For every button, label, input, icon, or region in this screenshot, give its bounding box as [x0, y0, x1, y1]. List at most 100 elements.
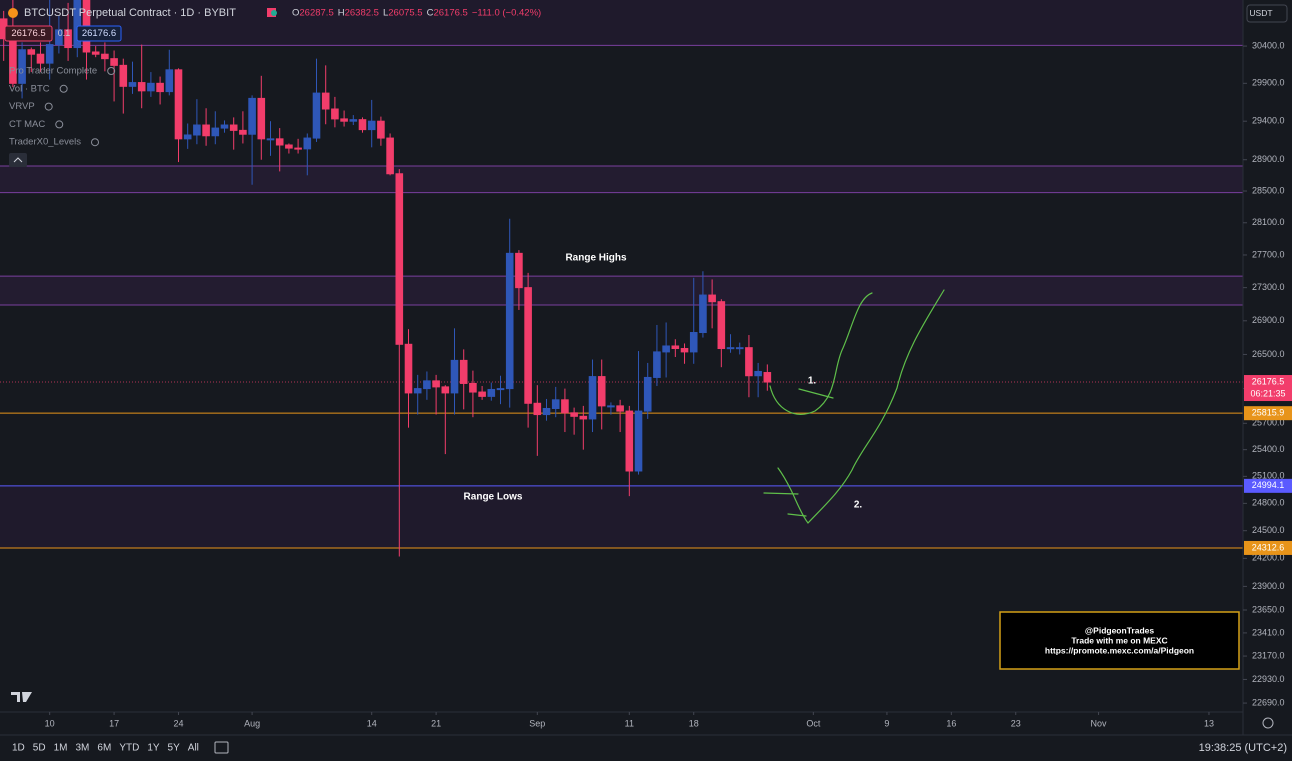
legend-change: −111.0 (−0.42%) [472, 8, 541, 19]
candle-body [303, 137, 312, 150]
candle-body [542, 407, 551, 416]
range-button[interactable]: 1Y [147, 743, 160, 754]
candle-body [202, 124, 210, 137]
y-tick-label: 25700.0 [1252, 418, 1285, 428]
drawings [763, 289, 945, 524]
candle-body [165, 69, 174, 93]
x-tick-label: 10 [45, 718, 55, 728]
candle-body [377, 120, 385, 139]
y-tick-label: 26500.0 [1252, 349, 1285, 359]
ask-box[interactable] [76, 25, 122, 42]
candle-body [220, 124, 229, 129]
range-button[interactable]: 3M [76, 743, 90, 754]
range-button[interactable]: 1D [12, 743, 25, 754]
candle-body [367, 120, 376, 131]
annotation: 2. [854, 500, 863, 511]
watermark-box [999, 611, 1240, 670]
candle-body [754, 370, 762, 377]
candle-body [294, 147, 302, 150]
candle-body [331, 108, 339, 120]
y-tick-label: 28100.0 [1252, 217, 1285, 227]
y-tick-label: 27700.0 [1252, 249, 1285, 259]
price-label-box [1244, 540, 1292, 555]
status-dot [271, 10, 277, 16]
price-label-box [1244, 478, 1292, 493]
candle-body [533, 402, 542, 416]
range-button[interactable]: 5Y [168, 743, 181, 754]
candle-body [285, 144, 293, 149]
candle-body [505, 252, 514, 390]
y-tick-label: 24200.0 [1252, 553, 1285, 563]
candle-body [266, 138, 275, 141]
candle-body [349, 119, 358, 122]
x-tick-label: Aug [244, 718, 260, 728]
visibility-icon[interactable] [91, 138, 99, 147]
indicator-name[interactable]: TraderX0_Levels [9, 137, 81, 148]
indicator-name[interactable]: Vol · BTC [9, 83, 50, 94]
indicator-name[interactable]: Pro Trader Complete [9, 66, 97, 77]
candle-body [119, 64, 128, 87]
collapse-button[interactable] [9, 153, 27, 167]
y-tick-label: 24800.0 [1252, 498, 1285, 508]
candle-body [515, 252, 523, 289]
candle-body [248, 97, 256, 135]
range-button[interactable]: YTD [119, 743, 139, 754]
candle-body [496, 388, 505, 391]
candle-body [726, 347, 735, 350]
legend-value: 26287.5 [299, 8, 333, 19]
watermark-text: @PidgeonTrades [1085, 625, 1154, 635]
candle-body [717, 301, 726, 350]
candle-body [625, 410, 634, 472]
watermark-text: https://promote.mexc.com/a/Pidgeon [1045, 645, 1194, 655]
candle-body [27, 49, 36, 55]
freehand-path [763, 492, 799, 495]
currency[interactable]: USDT [1249, 8, 1272, 18]
legend-key: H [338, 8, 345, 19]
bid-box[interactable] [4, 25, 53, 42]
annotation: Range Lows [464, 492, 523, 503]
ask[interactable]: 26176.6 [82, 28, 116, 39]
candle-body [312, 92, 321, 139]
indicator-name[interactable]: VRVP [9, 101, 35, 112]
candle-body [183, 134, 192, 140]
y-tick-label: 22930.0 [1252, 674, 1285, 684]
x-tick-label: 18 [689, 718, 699, 728]
candle-body [64, 29, 72, 49]
visibility-icon[interactable] [55, 120, 64, 129]
visibility-icon[interactable] [107, 67, 116, 75]
range-button[interactable]: 1M [54, 743, 68, 754]
annotation: Range Highs [565, 253, 627, 264]
indicator-name[interactable]: CT MAC [9, 119, 45, 130]
range-button[interactable]: 5D [33, 743, 46, 754]
candle-body [487, 388, 496, 397]
settings-icon[interactable] [1262, 717, 1274, 729]
candle-body [653, 351, 661, 378]
candle-body [9, 38, 17, 84]
x-tick-label: 17 [109, 718, 119, 728]
candle-body [689, 332, 698, 353]
candle-body [239, 129, 247, 135]
x-tick-label: 23 [1011, 718, 1021, 728]
price-label: 24994.1 [1252, 480, 1285, 490]
freehand-path [787, 513, 807, 517]
watermark-text: Trade with me on MEXC [1071, 635, 1167, 645]
candle-body [459, 359, 468, 384]
date-range-icon[interactable] [214, 741, 229, 754]
symbol-title[interactable]: BTCUSDT Perpetual Contract · 1D · BYBIT [24, 7, 236, 19]
range-button[interactable]: All [188, 743, 199, 754]
visibility-icon[interactable] [44, 102, 53, 111]
candle-body [662, 345, 670, 353]
candle-body [763, 372, 772, 383]
visibility-icon[interactable] [59, 84, 68, 93]
bid[interactable]: 26176.5 [11, 28, 45, 39]
range-buttons: 1D 5D 1M 3M 6M YTD 1Y 5Y All [12, 743, 199, 754]
candle-body [275, 138, 284, 146]
candle-body [478, 391, 486, 397]
currency-button[interactable] [1246, 4, 1288, 23]
y-tick-label: 23410.0 [1252, 627, 1285, 637]
range-button[interactable]: 6M [97, 743, 111, 754]
y-tick-label: 28500.0 [1252, 185, 1285, 195]
candle-body [607, 405, 615, 408]
candle-body [469, 382, 477, 393]
collapse-icon [13, 157, 23, 163]
